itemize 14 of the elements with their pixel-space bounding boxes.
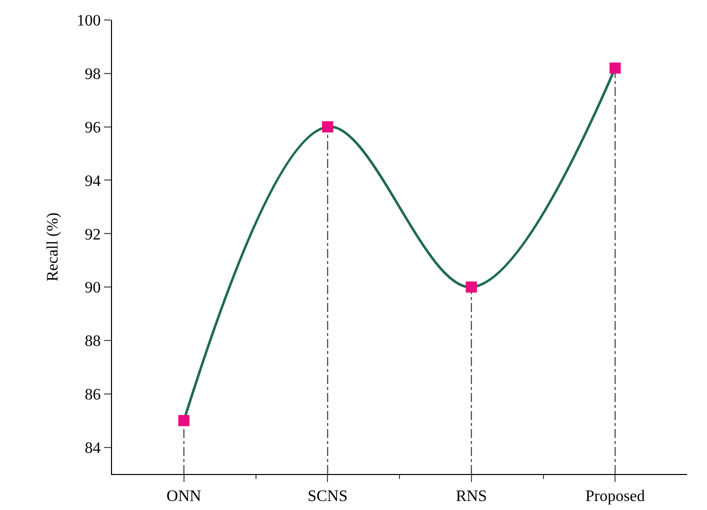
x-tick-label: RNS [456,488,487,506]
y-tick-label: 96 [84,119,101,136]
y-axis-title: Recall (%) [44,212,62,282]
y-tick-label: 86 [84,386,101,404]
y-tick-label: 90 [84,280,101,297]
y-tick-label: 84 [84,440,101,457]
y-tick-label: 92 [84,226,101,244]
y-tick-label: 88 [84,333,101,350]
y-tick-label: 100 [76,12,101,30]
x-tick-label: ONN [166,488,202,506]
y-tick-label: 94 [84,172,101,190]
y-tick-label: 98 [84,66,101,84]
x-tick-label: Proposed [585,488,645,506]
x-tick-label: SCNS [308,488,348,506]
